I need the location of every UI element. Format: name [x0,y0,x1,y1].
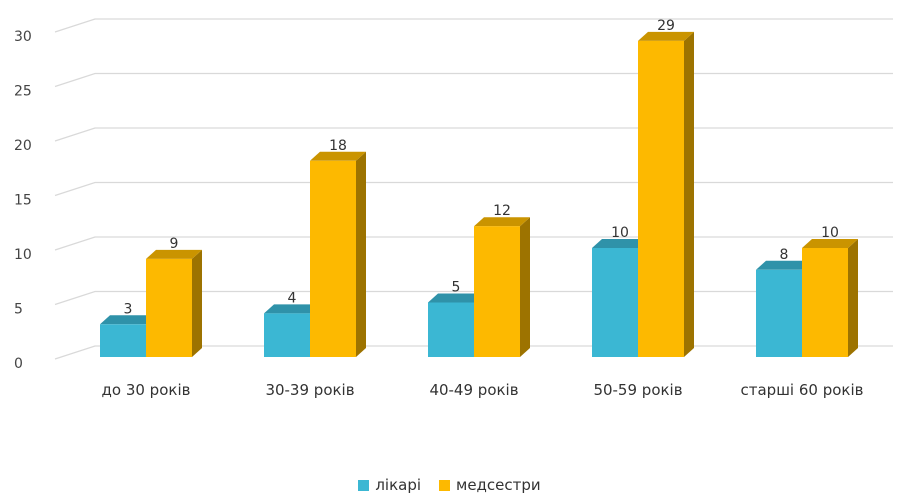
bar-top-2-2 [310,151,366,161]
y-axis-ticks: 0 5 10 15 20 25 30 [14,29,32,372]
bar-top-1-1 [100,315,156,325]
legend: лікарі медсестри [0,476,899,494]
gridline-3 [54,181,893,197]
gridline-4 [54,127,893,142]
bar-top-2-3 [474,217,530,227]
bar-top-2-1 [146,249,202,259]
y-tick-label-4: 20 [14,138,32,154]
bar-front-1-2 [264,313,310,357]
bar-top-1-5 [756,260,812,270]
bar-front-1-1 [100,324,146,357]
x-category-label-3: 40-49 років [429,381,518,399]
x-category-label-5: старші 60 років [741,381,864,399]
data-label-2-5: 10 [821,225,839,241]
bar-side-2-1 [192,249,202,357]
bar-front-1-5 [756,269,802,357]
bar-front-2-4 [638,40,684,358]
bar-2-1 [146,249,202,357]
bar-front-2-2 [310,160,356,357]
data-label-2-2: 18 [329,138,347,154]
legend-item-series-1: лікарі [358,476,421,494]
bar-top-2-4 [638,31,694,41]
data-label-1-3: 5 [452,280,461,296]
legend-label-series-2: медсестри [456,476,541,494]
gridline-6 [54,18,893,33]
data-labels: 3 9 4 18 5 12 10 29 8 10 [124,18,839,317]
x-category-label-1: до 30 років [102,381,191,399]
legend-swatch-series-2 [439,479,451,491]
bar-front-1-3 [428,302,474,357]
x-category-label-4: 50-59 років [593,381,682,399]
y-tick-label-0: 0 [14,356,23,372]
bar-top-1-2 [264,304,320,314]
y-tick-label-1: 5 [14,302,23,318]
data-label-1-5: 8 [780,247,789,263]
data-label-2-3: 12 [493,203,511,219]
bar-2-2 [310,151,366,357]
gridline-5 [54,72,893,88]
data-label-1-4: 10 [611,225,629,241]
legend-item-series-2: медсестри [439,476,541,494]
bar-side-2-4 [684,31,694,358]
bar-front-2-5 [802,248,848,357]
y-tick-label-3: 15 [14,193,32,209]
bar-top-2-5 [802,239,858,248]
bar-top-1-3 [428,293,484,303]
bar-front-2-3 [474,226,520,357]
bar-side-2-5 [848,239,858,357]
y-tick-label-2: 10 [14,247,32,263]
gridlines [54,18,893,360]
bar-2-5 [802,239,858,357]
bar-front-1-4 [592,248,638,357]
bar-2-4 [638,31,694,358]
data-label-1-2: 4 [288,290,297,306]
data-label-2-1: 9 [170,236,179,252]
legend-swatch-series-1 [358,479,370,491]
gridline-2 [54,236,893,251]
bars [100,31,858,358]
bar-side-2-3 [520,217,530,357]
y-tick-label-5: 25 [14,84,32,100]
x-axis-categories: до 30 років 30-39 років 40-49 років 50-59 р… [102,381,864,399]
bar-2-3 [474,217,530,357]
bar-top-1-4 [592,239,648,248]
bar-front-2-1 [146,258,192,357]
y-tick-label-6: 30 [14,29,32,45]
x-category-label-2: 30-39 років [265,381,354,399]
data-label-2-4: 29 [657,18,675,34]
data-label-1-1: 3 [124,301,133,317]
legend-label-series-1: лікарі [375,476,422,494]
bar-side-2-2 [356,151,366,357]
